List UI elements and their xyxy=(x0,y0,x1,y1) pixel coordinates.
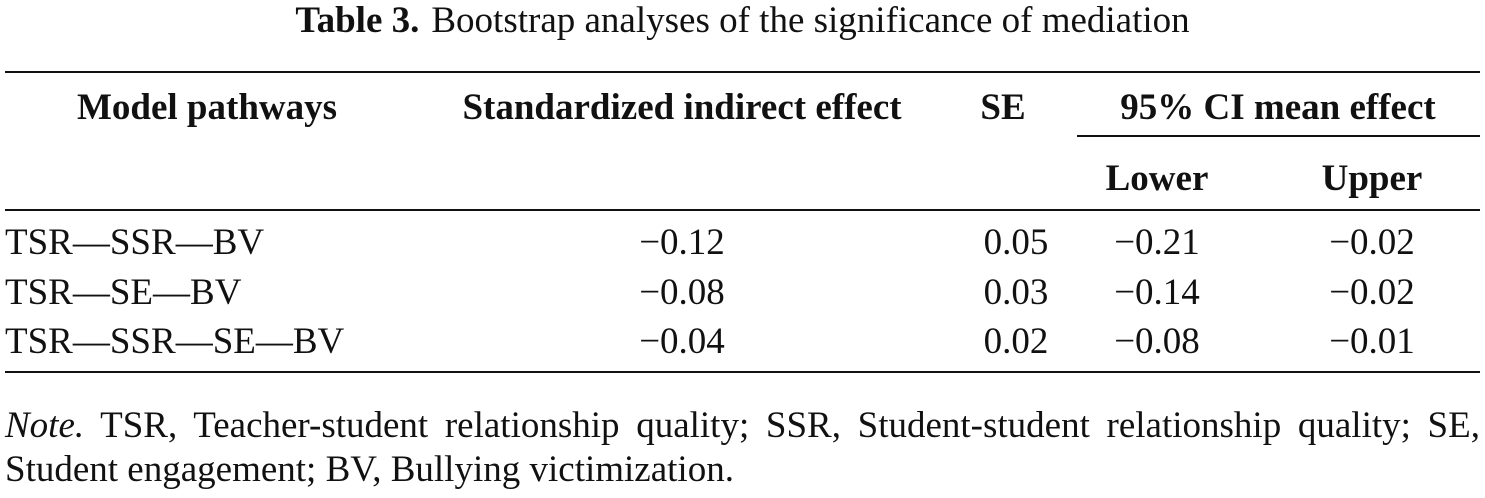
row-3-lower: −0.08 xyxy=(1114,321,1200,362)
row-3-upper: −0.01 xyxy=(1329,321,1415,362)
table-top-rule xyxy=(5,71,1480,73)
table-caption: Table 3. Bootstrap analyses of the signif… xyxy=(0,0,1485,42)
row-1-pathway: TSR—SSR—BV xyxy=(5,222,265,263)
header-bottom-rule xyxy=(5,209,1480,211)
row-2-indirect-effect: −0.08 xyxy=(639,272,725,313)
row-2-upper: −0.02 xyxy=(1329,272,1415,313)
row-3-indirect-effect: −0.04 xyxy=(639,321,725,362)
row-2-pathway: TSR—SE—BV xyxy=(5,272,242,313)
header-model-pathways: Model pathways xyxy=(76,87,338,128)
table-caption-title: Bootstrap analyses of the significance o… xyxy=(431,0,1190,41)
row-1-upper: −0.02 xyxy=(1329,222,1415,263)
header-se: SE xyxy=(980,87,1026,128)
row-3-se: 0.02 xyxy=(983,321,1049,362)
row-3-pathway: TSR—SSR—SE—BV xyxy=(5,321,345,362)
table-note-label: Note. xyxy=(5,405,85,446)
row-2-se: 0.03 xyxy=(983,272,1049,313)
row-1-lower: −0.21 xyxy=(1114,222,1200,263)
row-1-se: 0.05 xyxy=(983,222,1049,263)
header-lower: Lower xyxy=(1105,158,1209,199)
header-standardized-indirect-effect: Standardized indirect effect xyxy=(462,87,902,128)
ci-header-rule xyxy=(1077,135,1480,137)
row-2-lower: −0.14 xyxy=(1114,272,1200,313)
table-bottom-rule xyxy=(5,371,1480,373)
row-1-indirect-effect: −0.12 xyxy=(639,222,725,263)
header-95-ci-mean-effect: 95% CI mean effect xyxy=(1120,87,1436,128)
table-note-text: TSR, Teacher-student relationship qualit… xyxy=(5,405,1480,490)
table-note: Note. TSR, Teacher-student relationship … xyxy=(5,404,1480,492)
table-caption-label: Table 3. xyxy=(295,0,420,41)
header-upper: Upper xyxy=(1321,158,1423,199)
